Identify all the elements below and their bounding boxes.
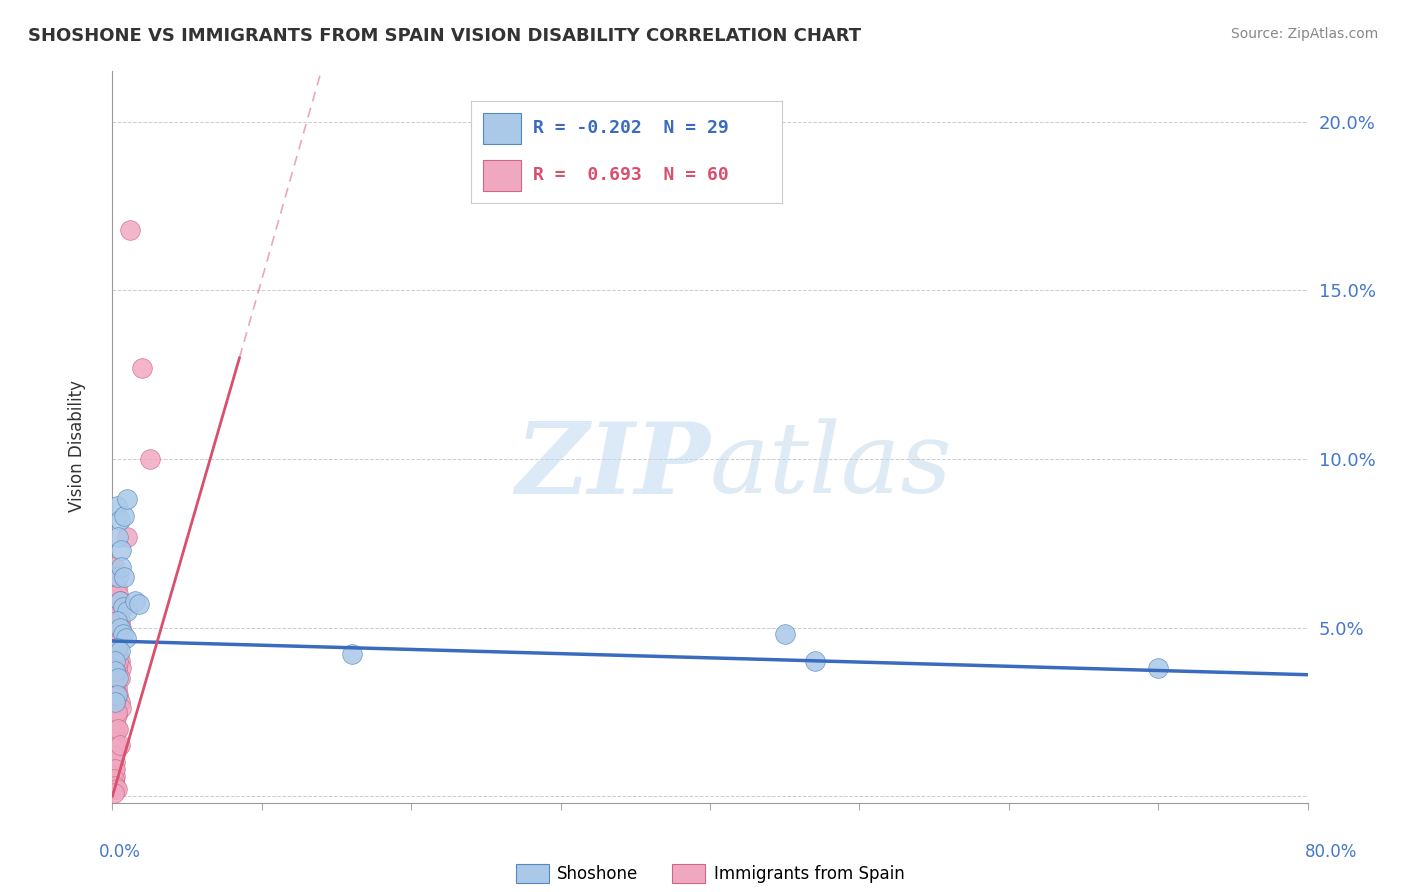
- Point: [104, 735, 127, 749]
- Point: [105, 708, 128, 723]
- Point: [103, 722, 125, 736]
- Point: [108, 621, 131, 635]
- Point: [104, 688, 127, 702]
- Point: [131, 361, 153, 376]
- Point: [107, 587, 129, 601]
- Text: ZIP: ZIP: [515, 418, 710, 515]
- Point: [340, 648, 363, 662]
- Point: [104, 695, 127, 709]
- Point: [108, 654, 131, 668]
- Point: [104, 762, 127, 776]
- Text: 80.0%: 80.0%: [1305, 843, 1357, 861]
- Point: [107, 529, 129, 543]
- Point: [103, 559, 125, 574]
- Point: [104, 782, 127, 797]
- Point: [105, 782, 128, 797]
- Text: SHOSHONE VS IMMIGRANTS FROM SPAIN VISION DISABILITY CORRELATION CHART: SHOSHONE VS IMMIGRANTS FROM SPAIN VISION…: [28, 27, 862, 45]
- Point: [110, 621, 132, 635]
- Point: [107, 671, 129, 685]
- Point: [103, 775, 125, 789]
- Point: [110, 701, 132, 715]
- Point: [103, 667, 125, 681]
- Point: [105, 640, 128, 655]
- Point: [104, 665, 127, 679]
- Point: [103, 627, 125, 641]
- Point: [111, 627, 134, 641]
- Point: [103, 681, 125, 696]
- Point: [124, 593, 146, 607]
- Point: [1147, 661, 1170, 675]
- Point: [117, 529, 139, 543]
- Point: [107, 722, 129, 736]
- Point: [103, 708, 125, 723]
- Point: [103, 786, 125, 800]
- Point: [107, 570, 129, 584]
- Point: [105, 722, 128, 736]
- Point: [105, 604, 128, 618]
- Point: [108, 671, 131, 685]
- Point: [110, 559, 132, 574]
- Point: [104, 648, 127, 662]
- Legend: Shoshone, Immigrants from Spain: Shoshone, Immigrants from Spain: [509, 857, 911, 889]
- Point: [107, 688, 129, 702]
- Point: [104, 779, 127, 793]
- Point: [105, 688, 128, 702]
- Point: [139, 452, 162, 467]
- Point: [105, 705, 128, 719]
- Text: Vision Disability: Vision Disability: [69, 380, 86, 512]
- Point: [773, 627, 796, 641]
- Point: [104, 674, 127, 689]
- Point: [105, 499, 128, 513]
- Point: [108, 695, 131, 709]
- Point: [117, 492, 139, 507]
- Point: [108, 614, 131, 628]
- Point: [115, 631, 138, 645]
- Point: [105, 614, 128, 628]
- Point: [107, 604, 129, 618]
- Point: [108, 593, 131, 607]
- Point: [103, 627, 125, 641]
- Text: 0.0%: 0.0%: [98, 843, 141, 861]
- Point: [107, 654, 129, 668]
- Point: [108, 593, 131, 607]
- Point: [117, 604, 139, 618]
- Point: [105, 637, 128, 651]
- Point: [104, 735, 127, 749]
- Point: [108, 513, 131, 527]
- Point: [104, 654, 127, 668]
- Point: [120, 223, 142, 237]
- Point: [107, 610, 129, 624]
- Point: [105, 681, 128, 696]
- Point: [104, 634, 127, 648]
- Point: [104, 570, 127, 584]
- Point: [105, 661, 128, 675]
- Point: [108, 621, 131, 635]
- Point: [107, 648, 129, 662]
- Point: [103, 772, 125, 787]
- Point: [104, 756, 127, 770]
- Point: [103, 748, 125, 763]
- Point: [110, 543, 132, 558]
- Text: atlas: atlas: [710, 418, 953, 514]
- Point: [105, 580, 128, 594]
- Point: [108, 644, 131, 658]
- Point: [108, 739, 131, 753]
- Point: [114, 509, 135, 524]
- Point: [114, 570, 135, 584]
- Point: [103, 748, 125, 763]
- Point: [110, 661, 132, 675]
- Point: [105, 640, 128, 655]
- Point: [103, 762, 125, 776]
- Point: [105, 742, 128, 756]
- Point: [111, 600, 134, 615]
- Point: [104, 695, 127, 709]
- Point: [128, 597, 150, 611]
- Point: [104, 769, 127, 783]
- Point: [104, 714, 127, 729]
- Point: [803, 654, 825, 668]
- Point: [103, 728, 125, 742]
- Text: Source: ZipAtlas.com: Source: ZipAtlas.com: [1230, 27, 1378, 41]
